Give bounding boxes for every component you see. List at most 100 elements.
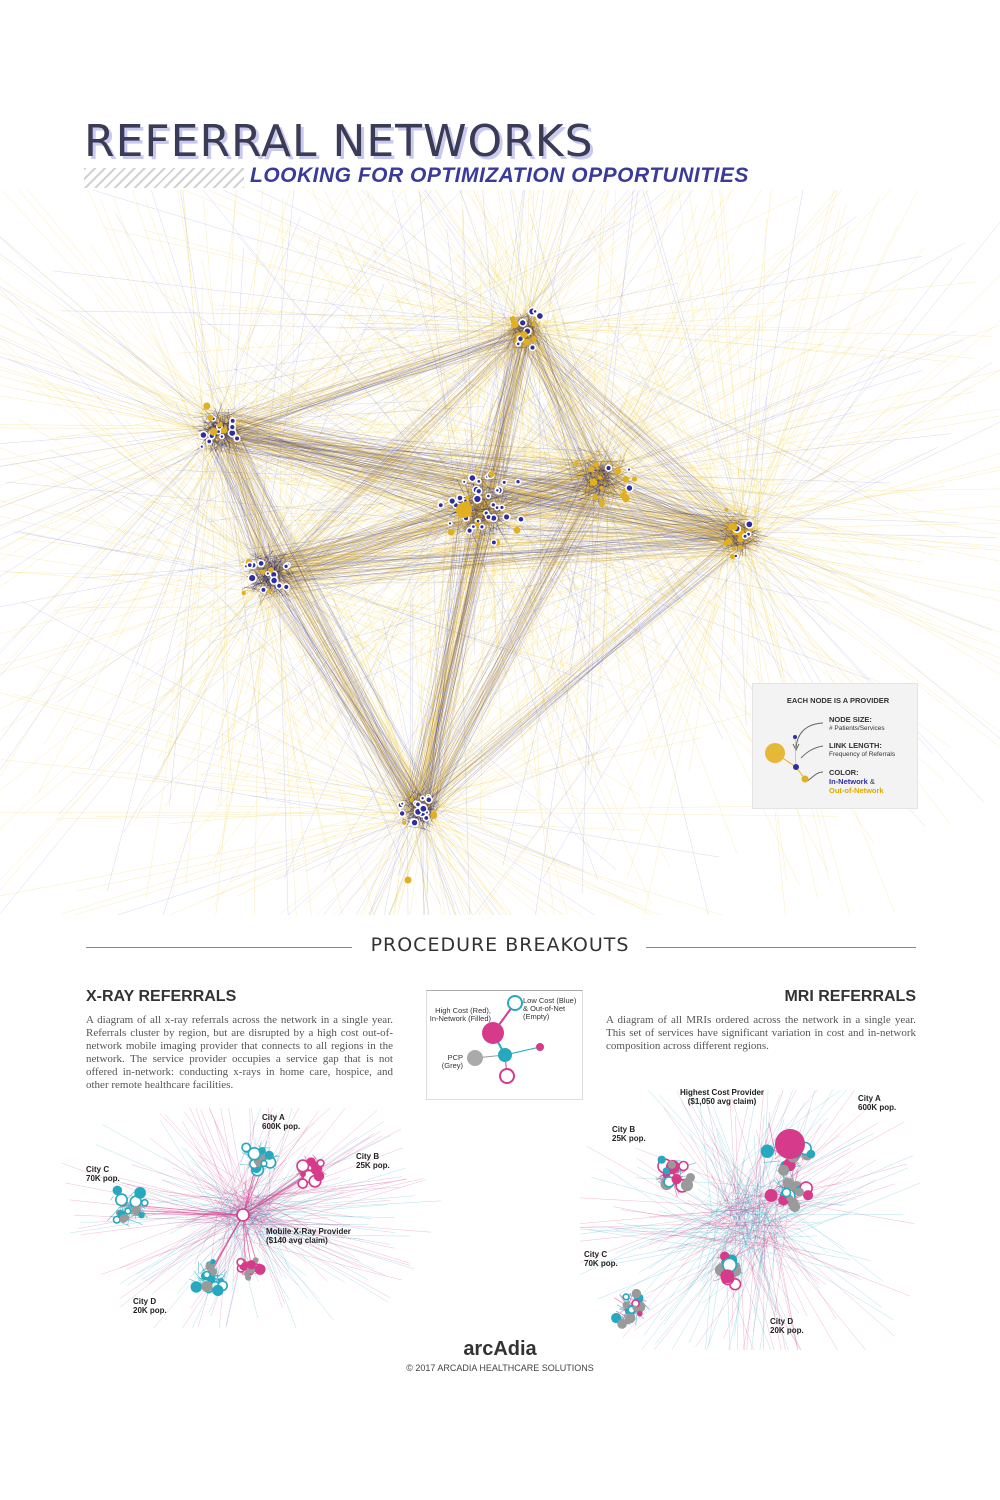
mri-city-c-label: City C 70K pop.: [584, 1250, 618, 1268]
mri-city-d: City D: [770, 1317, 794, 1326]
network-node: [531, 336, 537, 342]
xray-city-a: City A: [262, 1113, 285, 1122]
arcadia-logo: arcAdia: [463, 1338, 537, 1360]
xray-node: [190, 1281, 203, 1293]
network-node: [741, 533, 749, 540]
network-node: [520, 331, 528, 339]
network-node: [604, 464, 613, 472]
mri-node: [720, 1269, 735, 1284]
mri-city-d-pop: 20K pop.: [770, 1326, 804, 1335]
page-subtitle: LOOKING FOR OPTIMIZATION OPPORTUNITIES: [250, 164, 749, 187]
legend-in-network-node: [793, 764, 799, 770]
network-node: [622, 493, 628, 498]
xray-mobile-provider-node: [236, 1208, 250, 1222]
xray-city-d: City D: [133, 1297, 157, 1306]
xray-provider-label: Mobile X-Ray Provider ($140 avg claim): [266, 1227, 351, 1245]
network-node: [475, 487, 483, 495]
network-node: [410, 818, 419, 827]
network-node: [456, 494, 464, 502]
procedure-key: High Cost (Red), In-Network (Filled) Low…: [426, 990, 583, 1100]
legend-ampersand: &: [869, 777, 875, 786]
legend-node-size-desc: # Patients/Services: [829, 725, 885, 732]
network-node: [464, 495, 470, 501]
network-node: [268, 567, 274, 573]
network-node: [470, 523, 477, 530]
xray-provider-cost: ($140 avg claim): [266, 1236, 328, 1245]
network-node: [259, 586, 268, 594]
xray-node: [114, 1193, 128, 1207]
network-node: [518, 318, 527, 328]
xray-node: [300, 1171, 306, 1177]
xray-node: [254, 1263, 266, 1275]
legend-heading: EACH NODE IS A PROVIDER: [786, 696, 890, 705]
xray-city-c-label: City C 70K pop.: [86, 1165, 120, 1183]
breakouts-title: PROCEDURE BREAKOUTS: [370, 934, 630, 956]
xray-city-b-pop: 25K pop.: [356, 1161, 390, 1170]
xray-node: [202, 1270, 211, 1279]
network-node: [447, 528, 455, 536]
network-node: [625, 483, 634, 493]
xray-city-c: City C: [86, 1165, 110, 1174]
network-node: [531, 322, 536, 327]
network-node: [485, 493, 492, 499]
mri-network-diagram: [580, 1090, 920, 1350]
network-node: [257, 559, 266, 568]
mri-node: [617, 1319, 627, 1329]
mri-node: [778, 1164, 790, 1176]
mri-title: MRI REFERRALS: [784, 988, 916, 1005]
mri-city-a-pop: 600K pop.: [858, 1103, 897, 1112]
xray-node: [212, 1284, 224, 1297]
network-node: [448, 496, 457, 506]
network-node: [599, 498, 605, 504]
xray-node: [124, 1207, 132, 1215]
xray-city-d-pop: 20K pop.: [133, 1306, 167, 1315]
network-node: [220, 427, 228, 434]
network-node: [467, 473, 477, 483]
network-node: [731, 546, 737, 551]
xray-provider: Mobile X-Ray Provider: [266, 1227, 351, 1236]
mri-provider: Highest Cost Provider: [680, 1088, 765, 1097]
key-low-cost-label: Low Cost (Blue) & Out-of-Net (Empty): [523, 996, 577, 1021]
xray-network-diagram: [62, 1108, 441, 1328]
network-node: [626, 466, 632, 473]
mri-node: [657, 1155, 666, 1164]
mri-city-b-label: City B 25K pop.: [612, 1125, 646, 1143]
network-node: [515, 340, 522, 347]
mri-city-c: City C: [584, 1250, 608, 1259]
mri-provider-label: Highest Cost Provider ($1,050 avg claim): [680, 1088, 764, 1106]
xray-city-c-pop: 70K pop.: [86, 1174, 120, 1183]
mri-city-b-pop: 25K pop.: [612, 1134, 646, 1143]
legend-link-length-desc: Frequency of Referrals: [829, 751, 896, 758]
network-node: [399, 801, 405, 807]
xray-node: [201, 1280, 213, 1293]
network-node: [282, 563, 290, 570]
network-node: [532, 308, 538, 315]
divider-right: [646, 947, 916, 948]
xray-node: [258, 1147, 266, 1155]
network-node: [511, 320, 519, 329]
network-node: [729, 554, 736, 560]
mri-node: [667, 1160, 676, 1169]
mri-node: [806, 1149, 816, 1159]
network-node: [588, 466, 595, 473]
mri-city-d-label: City D 20K pop.: [770, 1317, 804, 1335]
network-node: [424, 795, 433, 804]
network-node: [513, 526, 521, 534]
network-node: [510, 316, 516, 322]
network-node-large: [456, 502, 472, 518]
network-node: [219, 433, 225, 440]
xray-node: [316, 1159, 325, 1168]
xray-title: X-RAY REFERRALS: [86, 988, 237, 1005]
xray-node: [241, 1142, 252, 1153]
network-node: [199, 430, 208, 440]
network-node: [484, 513, 492, 521]
network-node: [748, 527, 753, 533]
xray-node: [112, 1185, 123, 1196]
network-node: [535, 311, 545, 321]
network-node: [744, 519, 754, 529]
network-node: [437, 501, 445, 509]
mri-city-a: City A: [858, 1094, 881, 1103]
network-node: [205, 438, 213, 445]
legend-color-label: COLOR:: [829, 768, 859, 777]
mri-highest-cost-provider-node: [775, 1129, 805, 1159]
